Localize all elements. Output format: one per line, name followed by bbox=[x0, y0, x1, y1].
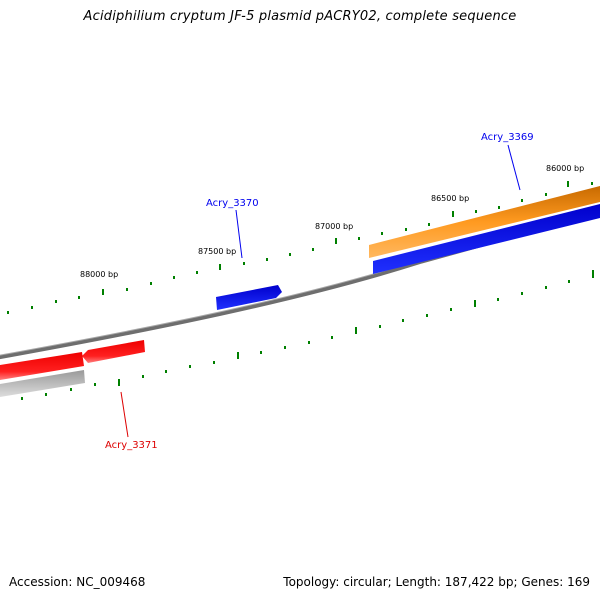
scale-label-87000: 87000 bp bbox=[315, 222, 353, 231]
gene-label-acry-3370[interactable]: Acry_3370 bbox=[206, 198, 259, 209]
callout-line-acry-3371 bbox=[120, 391, 129, 438]
scale-label-87500: 87500 bp bbox=[198, 247, 236, 256]
gene-acry-3371-arrow[interactable] bbox=[82, 340, 145, 363]
gene-acry-3370-arrow[interactable] bbox=[216, 285, 282, 310]
gene-label-acry-3371[interactable]: Acry_3371 bbox=[105, 440, 158, 451]
accession-label: Accession: NC_009468 bbox=[9, 575, 146, 589]
callout-line-acry-3370 bbox=[235, 209, 243, 259]
gene-label-acry-3369[interactable]: Acry_3369 bbox=[481, 132, 534, 143]
outer-scale-ticks bbox=[7, 181, 593, 314]
callout-line-acry-3369 bbox=[507, 144, 521, 191]
map-title: Acidiphilium cryptum JF-5 plasmid pACRY0… bbox=[83, 9, 517, 24]
gene-acry-3369-arrow[interactable] bbox=[373, 204, 600, 274]
scale-label-86000: 86000 bp bbox=[546, 164, 584, 173]
gene-acry-3371-segment[interactable] bbox=[0, 352, 84, 380]
scale-label-86500: 86500 bp bbox=[431, 194, 469, 203]
grey-feature-track[interactable] bbox=[0, 370, 85, 397]
inner-scale-ticks bbox=[21, 270, 594, 400]
scale-label-88000: 88000 bp bbox=[80, 270, 118, 279]
sequence-stats-label: Topology: circular; Length: 187,422 bp; … bbox=[283, 575, 590, 589]
orange-feature-track[interactable] bbox=[369, 186, 600, 258]
